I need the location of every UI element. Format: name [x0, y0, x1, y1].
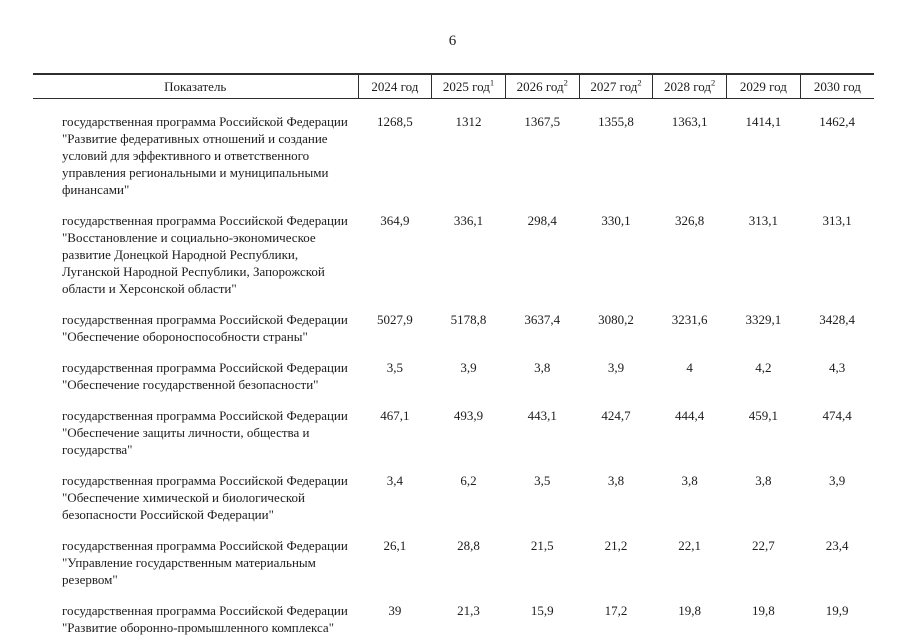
- column-header-2028: 2028 год2: [652, 73, 727, 99]
- program-name: государственная программа Российской Фед…: [62, 312, 348, 344]
- program-name: государственная программа Российской Фед…: [62, 538, 348, 587]
- value-cell: 21,3: [457, 603, 480, 618]
- value-cell: 3,5: [386, 360, 403, 375]
- value-cell: 3,9: [460, 360, 477, 375]
- value-cell: 22,7: [751, 538, 775, 553]
- year-label: 2025 год: [442, 79, 490, 94]
- column-header-2026: 2026 год2: [504, 73, 580, 99]
- value-cell: 15,9: [530, 603, 554, 618]
- table-row: государственная программа Российской Фед…: [33, 345, 874, 393]
- value-cell: 4,3: [828, 360, 846, 375]
- value-cell: 467,1: [380, 408, 410, 423]
- value-cell: 28,8: [457, 538, 480, 553]
- value-cell: 474,4: [822, 408, 852, 423]
- table-row: государственная программа Российской Фед…: [33, 588, 874, 636]
- value-cell: 3,9: [607, 360, 625, 375]
- value-cell: 326,8: [675, 213, 705, 228]
- value-cell: 1312: [455, 114, 482, 129]
- value-cell: 19,9: [825, 603, 849, 618]
- value-cell: 1268,5: [376, 114, 413, 129]
- value-cell: 4: [686, 360, 693, 375]
- value-cell: 364,9: [380, 213, 410, 228]
- footnote-marker: 2: [563, 77, 568, 88]
- value-cell: 23,4: [825, 538, 849, 553]
- table-row: государственная программа Российской Фед…: [33, 458, 874, 523]
- column-header-2029: 2029 год: [726, 73, 801, 99]
- program-name: государственная программа Российской Фед…: [62, 473, 348, 522]
- value-cell: 3637,4: [524, 312, 561, 327]
- value-cell: 3329,1: [745, 312, 782, 327]
- value-cell: 6,2: [460, 473, 477, 488]
- footnote-marker: 1: [489, 77, 495, 88]
- value-cell: 298,4: [527, 213, 557, 228]
- value-cell: 1462,4: [819, 114, 855, 129]
- value-cell: 424,7: [601, 408, 631, 423]
- column-header-2025: 2025 год1: [431, 73, 506, 99]
- value-cell: 1414,1: [745, 114, 782, 129]
- table-row: государственная программа Российской Фед…: [33, 99, 874, 199]
- value-cell: 336,1: [453, 213, 484, 228]
- value-cell: 19,8: [751, 603, 775, 618]
- value-cell: 21,2: [604, 538, 628, 553]
- value-cell: 3231,6: [671, 312, 708, 327]
- program-name: государственная программа Российской Фед…: [62, 114, 348, 197]
- program-name: государственная программа Российской Фед…: [62, 603, 348, 635]
- value-cell: 4,2: [755, 360, 772, 375]
- program-name: государственная программа Российской Фед…: [62, 360, 348, 392]
- column-header-2024: 2024 год: [357, 73, 432, 99]
- year-label: 2030 год: [813, 79, 861, 94]
- footnote-marker: 2: [711, 77, 716, 88]
- value-cell: 3080,2: [598, 312, 634, 327]
- value-cell: 330,1: [601, 213, 631, 228]
- value-cell: 3,8: [755, 473, 772, 488]
- year-label: 2028 год: [664, 79, 712, 94]
- value-cell: 313,1: [748, 213, 778, 228]
- value-cell: 22,1: [678, 538, 702, 553]
- value-cell: 3,4: [386, 473, 403, 488]
- value-cell: 3,8: [607, 473, 625, 488]
- value-cell: 19,8: [678, 603, 702, 618]
- value-cell: 1355,8: [598, 114, 634, 129]
- value-cell: 493,9: [453, 408, 484, 423]
- table-row: государственная программа Российской Фед…: [33, 198, 874, 297]
- value-cell: 21,5: [530, 538, 554, 553]
- value-cell: 5178,8: [450, 312, 487, 327]
- column-header-2027: 2027 год2: [578, 73, 653, 99]
- value-cell: 5027,9: [376, 312, 413, 327]
- value-cell: 17,2: [604, 603, 628, 618]
- year-label: 2027 год: [590, 79, 638, 94]
- value-cell: 3,9: [828, 473, 846, 488]
- year-label: 2026 год: [516, 79, 564, 94]
- value-cell: 3,8: [681, 473, 698, 488]
- value-cell: 3428,4: [819, 312, 855, 327]
- year-label: 2024 год: [371, 79, 419, 94]
- value-cell: 39: [388, 603, 402, 618]
- program-name: государственная программа Российской Фед…: [62, 213, 348, 296]
- year-label: 2029 год: [739, 79, 787, 94]
- value-cell: 1367,5: [524, 114, 561, 129]
- program-name: государственная программа Российской Фед…: [62, 408, 348, 457]
- value-cell: 1363,1: [671, 114, 708, 129]
- table-header-row: Показатель 2024 год 2025 год1 2026 год2 …: [33, 73, 874, 99]
- page-number: 6: [448, 33, 457, 49]
- value-cell: 3,8: [534, 360, 551, 375]
- column-header-indicator: Показатель: [33, 73, 358, 99]
- value-cell: 313,1: [822, 213, 852, 228]
- value-cell: 459,1: [748, 408, 778, 423]
- footnote-marker: 2: [637, 77, 642, 88]
- value-cell: 444,4: [675, 408, 705, 423]
- value-cell: 3,5: [534, 473, 551, 488]
- value-cell: 443,1: [527, 408, 557, 423]
- table-row: государственная программа Российской Фед…: [33, 297, 874, 345]
- budget-table: Показатель 2024 год 2025 год1 2026 год2 …: [33, 73, 874, 636]
- table-row: государственная программа Российской Фед…: [33, 523, 874, 588]
- value-cell: 26,1: [383, 538, 407, 553]
- column-header-2030: 2030 год: [799, 73, 874, 99]
- table-row: государственная программа Российской Фед…: [33, 393, 874, 458]
